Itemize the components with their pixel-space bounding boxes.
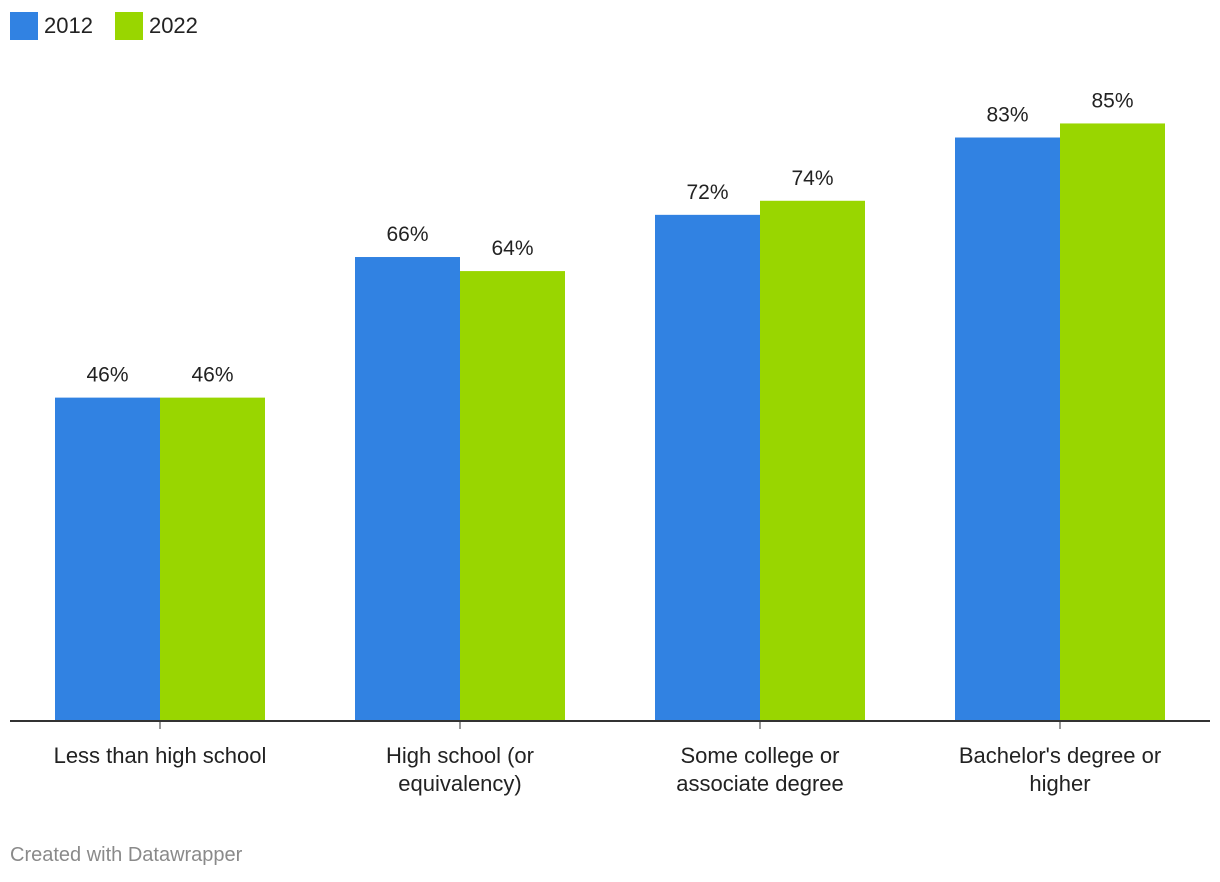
data-label-2022-2: 74% — [791, 167, 833, 190]
footer-credit: Created with Datawrapper — [10, 844, 243, 866]
data-label-2022-0: 46% — [191, 364, 233, 387]
x-tick-label-0-0: Less than high school — [54, 743, 267, 768]
bar-chart: 46% 46% Less than high school 66% 64% High sc… — [10, 89, 1210, 796]
data-label-2012-1: 66% — [386, 223, 428, 246]
legend-item-2012: 2012 — [10, 12, 93, 40]
data-label-2022-3: 85% — [1091, 89, 1133, 112]
data-label-2012-3: 83% — [986, 104, 1028, 127]
legend-item-2022: 2022 — [114, 12, 198, 40]
data-label-2012-0: 46% — [86, 364, 128, 387]
legend-swatch-2012 — [10, 12, 38, 40]
legend-label-2022: 2022 — [148, 13, 198, 38]
x-tick-label-2-0: Some college or — [681, 743, 840, 768]
x-tick-label-3-1: higher — [1029, 771, 1090, 796]
bar-2012-1 — [355, 257, 460, 721]
bar-2022-2 — [760, 200, 865, 721]
bar-2012-2 — [655, 214, 760, 721]
x-tick-label-3-0: Bachelor's degree or — [959, 743, 1161, 768]
bar-2022-0 — [160, 397, 265, 721]
bar-2022-3 — [1060, 123, 1165, 721]
x-tick-label-1-0: High school (or — [386, 743, 534, 768]
data-label-2012-2: 72% — [686, 181, 728, 204]
chart-legend: 2012 2022 — [10, 12, 220, 40]
x-tick-label-2-1: associate degree — [676, 771, 844, 796]
legend-label-2012: 2012 — [44, 13, 93, 38]
data-label-2022-1: 64% — [491, 237, 533, 260]
x-tick-label-1-1: equivalency) — [398, 771, 522, 796]
bar-2022-1 — [460, 271, 565, 721]
bar-2012-0 — [55, 397, 160, 721]
bar-2012-3 — [955, 137, 1060, 721]
legend-swatch-2022 — [114, 12, 143, 40]
